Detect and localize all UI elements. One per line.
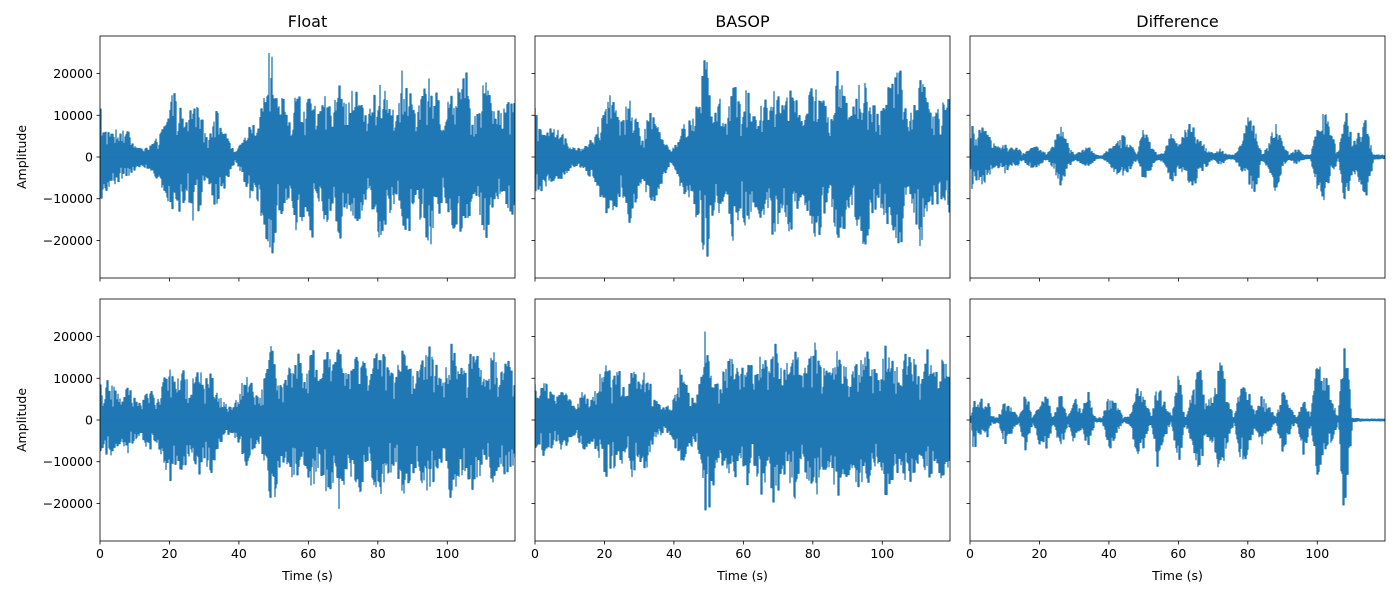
- x-tick-label: 0: [531, 546, 539, 561]
- y-axis-label: Amplitude: [14, 125, 29, 189]
- y-tick-label: 20000: [53, 66, 93, 81]
- y-tick-label: −10000: [43, 454, 93, 469]
- y-tick-label: 0: [85, 150, 93, 165]
- x-tick-label: 100: [435, 546, 459, 561]
- waveform-series: [970, 113, 1385, 201]
- x-tick-label: 40: [231, 546, 247, 561]
- x-tick-label: 40: [666, 546, 682, 561]
- waveform-series: [970, 348, 1385, 506]
- x-tick-label: 80: [805, 546, 821, 561]
- y-tick-label: 20000: [53, 329, 93, 344]
- x-axis-label: Time (s): [1151, 568, 1203, 583]
- panel-r0-c2: Difference: [966, 12, 1386, 282]
- y-tick-label: 10000: [53, 108, 93, 123]
- waveform-series: [100, 343, 515, 510]
- x-tick-label: 60: [1170, 546, 1186, 561]
- x-tick-label: 100: [1305, 546, 1329, 561]
- panel-title: Difference: [1136, 12, 1218, 31]
- x-tick-label: 20: [597, 546, 613, 561]
- y-axis-label: Amplitude: [14, 388, 29, 452]
- y-tick-label: −10000: [43, 191, 93, 206]
- x-tick-label: 40: [1101, 546, 1117, 561]
- y-tick-label: 10000: [53, 371, 93, 386]
- waveform-series: [535, 60, 950, 257]
- y-tick-label: −20000: [43, 496, 93, 511]
- panel-r1-c1: 0 20 40 60 80 100 Time (s): [531, 298, 951, 583]
- y-tick-label: −20000: [43, 233, 93, 248]
- x-axis-label: Time (s): [716, 568, 768, 583]
- x-tick-label: 0: [96, 546, 104, 561]
- panel-r1-c2: 0 20 40 60 80 100 Time (s): [966, 298, 1386, 583]
- x-tick-label: 80: [1240, 546, 1256, 561]
- panel-r1-c0: 0 20 40 60 80 100 −20000 −10000 0 10000 20000 Time …: [14, 298, 516, 583]
- x-tick-label: 20: [1032, 546, 1048, 561]
- panel-r0-c0: −20000 −10000 0 10000 20000 Float Amplitude: [14, 12, 516, 282]
- x-tick-label: 80: [370, 546, 386, 561]
- y-tick-label: 0: [85, 413, 93, 428]
- x-tick-label: 0: [966, 546, 974, 561]
- x-tick-label: 100: [870, 546, 894, 561]
- x-tick-label: 60: [300, 546, 316, 561]
- waveform-series: [100, 52, 515, 254]
- x-tick-label: 60: [735, 546, 751, 561]
- panel-title: BASOP: [715, 12, 770, 31]
- panel-title: Float: [288, 12, 328, 31]
- subplot-grid: −20000−1000001000020000FloatAmplitudeBAS…: [14, 12, 1386, 583]
- x-tick-label: 20: [162, 546, 178, 561]
- panel-r0-c1: BASOP: [531, 12, 951, 282]
- waveform-series: [535, 331, 950, 511]
- x-axis-label: Time (s): [281, 568, 333, 583]
